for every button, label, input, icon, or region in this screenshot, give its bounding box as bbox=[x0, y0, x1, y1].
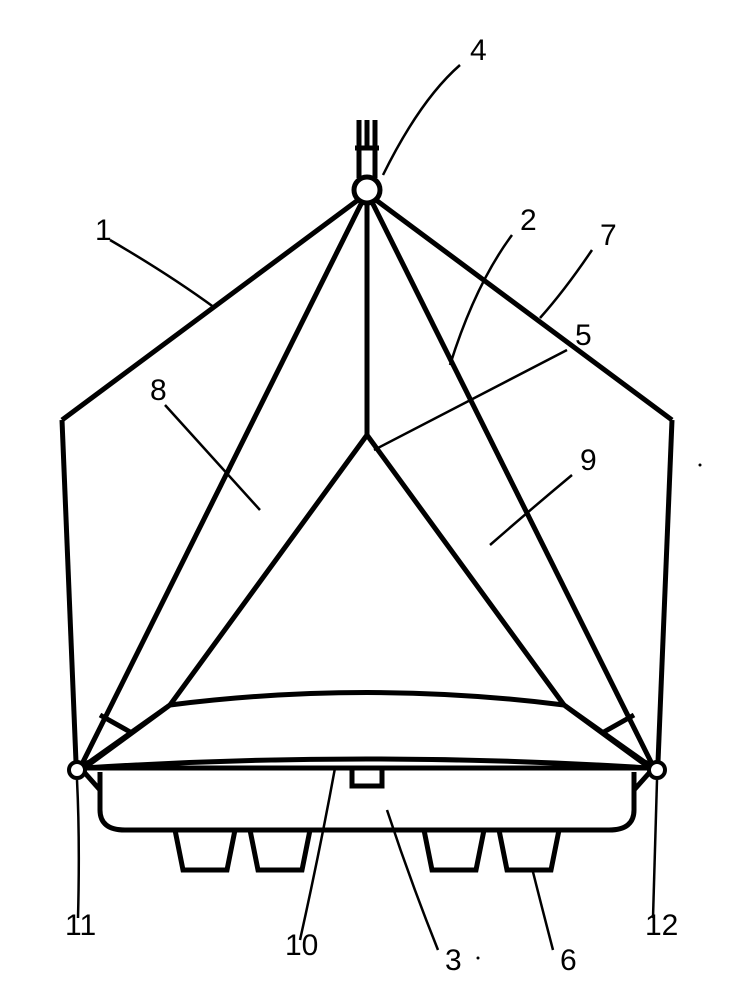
label-3: 3 bbox=[445, 944, 462, 977]
sling-inner-right bbox=[372, 202, 652, 764]
frame-right-vertical bbox=[658, 420, 672, 762]
vehicle bbox=[84, 693, 650, 831]
label-1: 1 bbox=[95, 214, 112, 247]
label-7: 7 bbox=[600, 219, 617, 252]
ring-right bbox=[649, 762, 665, 778]
wheel-group-right bbox=[424, 830, 559, 870]
patent-figure: 1 2 3 4 5 6 7 8 9 10 11 12 bbox=[0, 0, 734, 1000]
label-6: 6 bbox=[560, 944, 577, 977]
stray-dot bbox=[699, 464, 702, 467]
label-9: 9 bbox=[580, 444, 597, 477]
apex-ring bbox=[354, 177, 380, 203]
branch-right bbox=[367, 435, 564, 705]
label-5: 5 bbox=[575, 319, 592, 352]
label-8: 8 bbox=[150, 374, 167, 407]
label-4: 4 bbox=[470, 34, 487, 67]
label-11: 11 bbox=[65, 909, 96, 942]
sling-inner-left bbox=[82, 202, 362, 764]
branch-left bbox=[170, 435, 367, 705]
wheel-group-left bbox=[175, 830, 310, 870]
hook-assembly bbox=[355, 120, 379, 178]
frame-left-vertical bbox=[62, 420, 76, 762]
stray-dot-2 bbox=[477, 957, 480, 960]
ring-left bbox=[69, 762, 85, 778]
label-12: 12 bbox=[645, 909, 678, 942]
label-10: 10 bbox=[285, 929, 318, 962]
label-2: 2 bbox=[520, 204, 537, 237]
